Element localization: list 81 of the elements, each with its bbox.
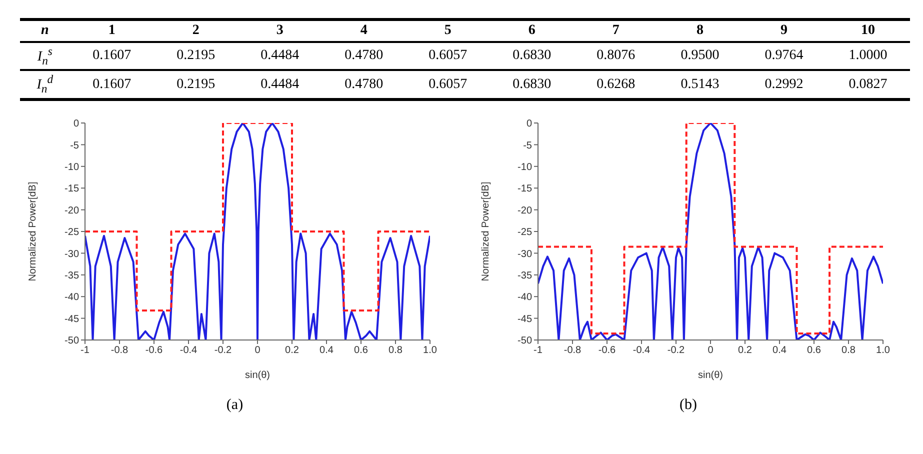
- x-tick-label: 0.8: [842, 345, 856, 356]
- y-tick-label: -30: [64, 248, 80, 260]
- data-label: 0.4484: [260, 76, 300, 94]
- x-tick-label: 10: [860, 22, 876, 40]
- x-tick-label: -0.4: [633, 345, 651, 356]
- x-tick-label: 5: [443, 22, 452, 40]
- data-label: 0.9500: [680, 47, 720, 66]
- y-tick-label: -50: [518, 335, 533, 346]
- x-axis-title: sin(θ): [244, 370, 270, 381]
- data-label: 0.2195: [176, 76, 216, 94]
- x-tick-label: -0.2: [668, 345, 686, 356]
- x-tick-label: 0.6: [807, 345, 822, 356]
- y-tick-label: -5: [70, 140, 80, 152]
- y-tick-label: -45: [64, 314, 80, 325]
- y-tick-label: 0: [526, 118, 533, 130]
- y-tick-label: -10: [518, 162, 533, 173]
- x-tick-label: 0.2: [738, 345, 753, 356]
- x-tick-label: 1.0: [422, 345, 438, 356]
- data-label: 0.5143: [680, 76, 720, 94]
- text: (b): [678, 396, 698, 414]
- x-tick-label: 9: [779, 22, 788, 40]
- data-label: 0.1607: [92, 76, 132, 94]
- x-axis-title: n: [40, 22, 50, 40]
- x-tick-label: -0.6: [145, 345, 163, 356]
- data-label: 0.6830: [512, 47, 552, 66]
- y-axis-title: Normalized Power[dB]: [27, 181, 38, 282]
- x-tick-label: 0.2: [284, 345, 300, 356]
- y-tick-label: 0: [73, 118, 80, 130]
- x-tick-label: -1: [80, 345, 90, 356]
- data-label: 1.0000: [848, 47, 888, 66]
- y-axis-title: Normalized Power[dB]: [480, 181, 492, 282]
- x-axis-title: sin(θ): [698, 370, 724, 381]
- data-label: 0.4484: [260, 47, 300, 66]
- data-label: 0.6057: [428, 47, 468, 66]
- x-tick-label: 6: [527, 22, 536, 40]
- x-tick-label: -0.4: [180, 345, 198, 356]
- x-tick-label: -0.2: [214, 345, 232, 356]
- y-tick-label: -20: [518, 205, 533, 216]
- y-tick-label: -15: [518, 184, 533, 195]
- text: (a): [225, 396, 244, 414]
- x-tick-label: 1.0: [876, 345, 891, 356]
- data-label: 0.9764: [764, 47, 804, 66]
- data-label: 0.4780: [344, 76, 384, 94]
- data-label: 0.6268: [596, 76, 636, 94]
- y-tick-label: -5: [523, 140, 533, 152]
- x-tick-label: 0.8: [388, 345, 403, 356]
- x-tick-label: 1: [107, 22, 116, 40]
- x-tick-label: -0.6: [598, 345, 616, 356]
- x-tick-label: 8: [695, 22, 704, 40]
- y-tick-label: -35: [518, 270, 533, 282]
- y-tick-label: -35: [64, 270, 80, 282]
- y-tick-label: -45: [518, 314, 533, 325]
- y-tick-label: -50: [64, 335, 80, 346]
- data-label: 0.1607: [92, 47, 132, 66]
- x-tick-label: -1: [534, 345, 544, 356]
- data-label: 0.2195: [176, 47, 216, 66]
- y-tick-label: -15: [64, 184, 80, 195]
- data-label: 0.0827: [848, 76, 888, 94]
- x-tick-label: -0.8: [564, 345, 582, 356]
- y-tick-label: -10: [64, 162, 80, 173]
- y-tick-label: -25: [518, 226, 533, 238]
- x-tick-label: 0.4: [319, 345, 334, 356]
- x-tick-label: 0.6: [354, 345, 368, 356]
- x-tick-label: 0: [708, 345, 714, 356]
- x-tick-label: 0.4: [772, 345, 788, 356]
- y-tick-label: -40: [64, 292, 80, 304]
- x-tick-label: 0: [254, 345, 260, 356]
- y-tick-label: -40: [518, 292, 533, 304]
- data-label: 0.8076: [596, 47, 636, 66]
- data-label: 0.6057: [428, 76, 468, 94]
- x-tick-label: 3: [275, 22, 284, 40]
- x-tick-label: -0.8: [110, 345, 128, 356]
- data-label: 0.4780: [344, 47, 384, 66]
- data-label: 0.6830: [512, 76, 552, 94]
- y-tick-label: -20: [64, 205, 80, 216]
- x-tick-label: 2: [191, 22, 200, 40]
- data-label: 0.2992: [764, 76, 804, 94]
- y-tick-label: -25: [64, 226, 80, 238]
- x-tick-label: 7: [611, 22, 620, 40]
- y-tick-label: -30: [518, 248, 533, 260]
- x-tick-label: 4: [359, 22, 368, 40]
